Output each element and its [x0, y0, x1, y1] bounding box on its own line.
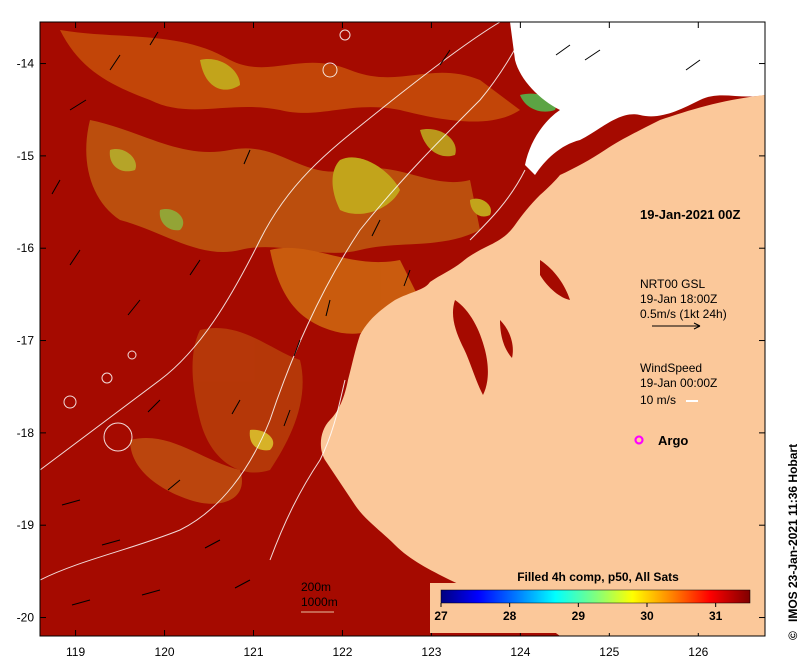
date-label: 19-Jan-2021 00Z [640, 207, 741, 222]
contour-200m-label: 200m [301, 580, 331, 594]
argo-legend: Argo [634, 433, 688, 448]
coastline-inlets [452, 260, 570, 395]
lat-tick-label: -17 [17, 334, 35, 348]
land-area [320, 95, 765, 636]
lon-tick-label: 120 [155, 645, 175, 659]
lon-tick-label: 125 [599, 645, 619, 659]
colorbar-title: Filled 4h comp, p50, All Sats [517, 570, 679, 584]
lat-tick-label: -18 [17, 426, 35, 440]
cloud-gap [510, 22, 765, 175]
lat-tick-label: -19 [17, 518, 35, 532]
argo-legend-label: Argo [658, 433, 688, 448]
lat-tick-label: -15 [17, 149, 35, 163]
current-legend-line2: 19-Jan 18:00Z [640, 292, 717, 306]
plot-frame [39, 21, 766, 637]
latitude-axis: -14 -15 -16 -17 -18 -19 -20 [17, 57, 765, 625]
lon-tick-label: 119 [66, 645, 85, 659]
argo-legend-symbol [634, 435, 644, 445]
lon-tick-label: 124 [510, 645, 530, 659]
lat-tick-label: -16 [17, 241, 35, 255]
colorbar-tick-label: 27 [434, 609, 448, 623]
colorbar-gradient [440, 589, 751, 604]
wind-legend-line2: 19-Jan 00:00Z [640, 376, 717, 390]
depth-contours [40, 22, 531, 581]
current-legend: NRT00 GSL 19-Jan 18:00Z 0.5m/s (1kt 24h) [640, 277, 727, 330]
colorbar-tick-label: 28 [503, 609, 517, 623]
wind-legend: WindSpeed 19-Jan 00:00Z 10 m/s [640, 361, 717, 407]
depth-contour-legend: 200m 1000m [301, 580, 338, 613]
lon-tick-label: 126 [688, 645, 708, 659]
credit-label: IMOS 23-Jan-2021 11:36 Hobart [786, 444, 800, 622]
colorbar: Filled 4h comp, p50, All Sats 27 28 29 30 31 [430, 570, 751, 633]
vector-field [51, 31, 701, 606]
sst-patches [60, 30, 586, 504]
current-scale-arrowhead [693, 322, 701, 330]
lon-tick-label: 123 [421, 645, 441, 659]
wind-legend-line3: 10 m/s [640, 393, 676, 407]
current-legend-line1: NRT00 GSL [640, 277, 705, 291]
contour-1000m-label: 1000m [301, 595, 338, 609]
lon-tick-label: 122 [332, 645, 352, 659]
longitude-axis: 119 120 121 122 123 124 125 126 [66, 22, 709, 659]
lon-tick-label: 121 [243, 645, 263, 659]
lat-tick-label: -20 [17, 611, 35, 625]
wind-legend-line1: WindSpeed [640, 361, 702, 375]
copyright-symbol: © [786, 631, 800, 640]
lat-tick-label: -14 [17, 57, 35, 71]
colorbar-tick-label: 31 [709, 609, 723, 623]
current-legend-line3: 0.5m/s (1kt 24h) [640, 307, 727, 321]
colorbar-tick-label: 30 [640, 609, 654, 623]
colorbar-tick-label: 29 [572, 609, 586, 623]
